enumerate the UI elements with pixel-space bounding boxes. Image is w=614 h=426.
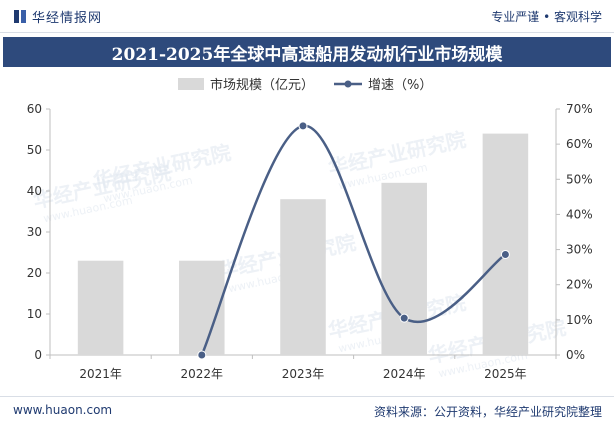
chart-title: 2021-2025年全球中高速船用发动机行业市场规模	[111, 44, 503, 65]
x-tick-label: 2021年	[79, 367, 122, 381]
y-left-tick-label: 0	[34, 348, 42, 362]
x-tick-label: 2022年	[181, 367, 224, 381]
slogan: 专业严谨 • 客观科学	[491, 10, 602, 24]
y-right-tick-label: 60%	[566, 137, 593, 151]
y-right-tick-label: 30%	[566, 243, 593, 257]
legend-bar-swatch	[178, 78, 204, 90]
y-right-tick-label: 50%	[566, 172, 593, 186]
footer-bar: www.huaon.com 资料来源：公开资料，华经产业研究院整理	[0, 396, 614, 426]
y-right-tick-label: 20%	[566, 278, 593, 292]
chart-title-bar: 2021-2025年全球中高速船用发动机行业市场规模	[3, 37, 611, 67]
brand[interactable]: 华经情报网	[14, 7, 102, 26]
line-series	[197, 121, 510, 360]
bar	[179, 260, 225, 355]
bar	[381, 182, 427, 355]
brand-name: 华经情报网	[32, 11, 103, 26]
chart-axes: 0 10 20 30 40 50 60 0% 10% 20% 30% 40% 50% 60% 70% 2021…	[27, 102, 593, 381]
growth-line	[200, 124, 507, 356]
y-right-tick-label: 40%	[566, 207, 593, 221]
y-left-tick-label: 20	[27, 266, 42, 280]
footer-source: 资料来源：公开资料，华经产业研究院整理	[373, 405, 602, 419]
y-left-tick-label: 60	[27, 102, 42, 116]
y-right-tick-label: 70%	[566, 102, 593, 116]
y-left-tick-label: 10	[27, 307, 42, 321]
growth-point	[197, 350, 207, 360]
chart-legend: 市场规模（亿元） 增速（%）	[178, 77, 432, 93]
growth-point	[500, 249, 510, 259]
x-tick-label: 2023年	[282, 367, 325, 381]
header-bar: 华经情报网 专业严谨 • 客观科学	[0, 0, 614, 33]
combo-chart: 华经产业研究院www.huaon.com华经产业研究院www.huaon.com…	[27, 77, 593, 381]
legend-line-label: 增速（%）	[368, 78, 432, 93]
x-tick-label: 2025年	[484, 367, 527, 381]
y-right-tick-label: 0%	[566, 348, 585, 362]
y-left-tick-label: 30	[27, 225, 42, 239]
x-tick-label: 2024年	[383, 367, 426, 381]
growth-point	[399, 313, 409, 323]
growth-point	[298, 121, 308, 131]
brand-logo-icon	[14, 10, 26, 23]
y-right-tick-label: 10%	[566, 313, 593, 327]
footer-url[interactable]: www.huaon.com	[13, 403, 113, 417]
bar	[280, 199, 326, 355]
bar	[77, 260, 124, 355]
y-left-tick-label: 50	[27, 143, 42, 157]
bar-series	[77, 133, 529, 355]
legend-bar-label: 市场规模（亿元）	[210, 77, 314, 93]
bar	[482, 133, 529, 355]
y-left-tick-label: 40	[27, 184, 42, 198]
legend-line-marker	[344, 80, 352, 88]
